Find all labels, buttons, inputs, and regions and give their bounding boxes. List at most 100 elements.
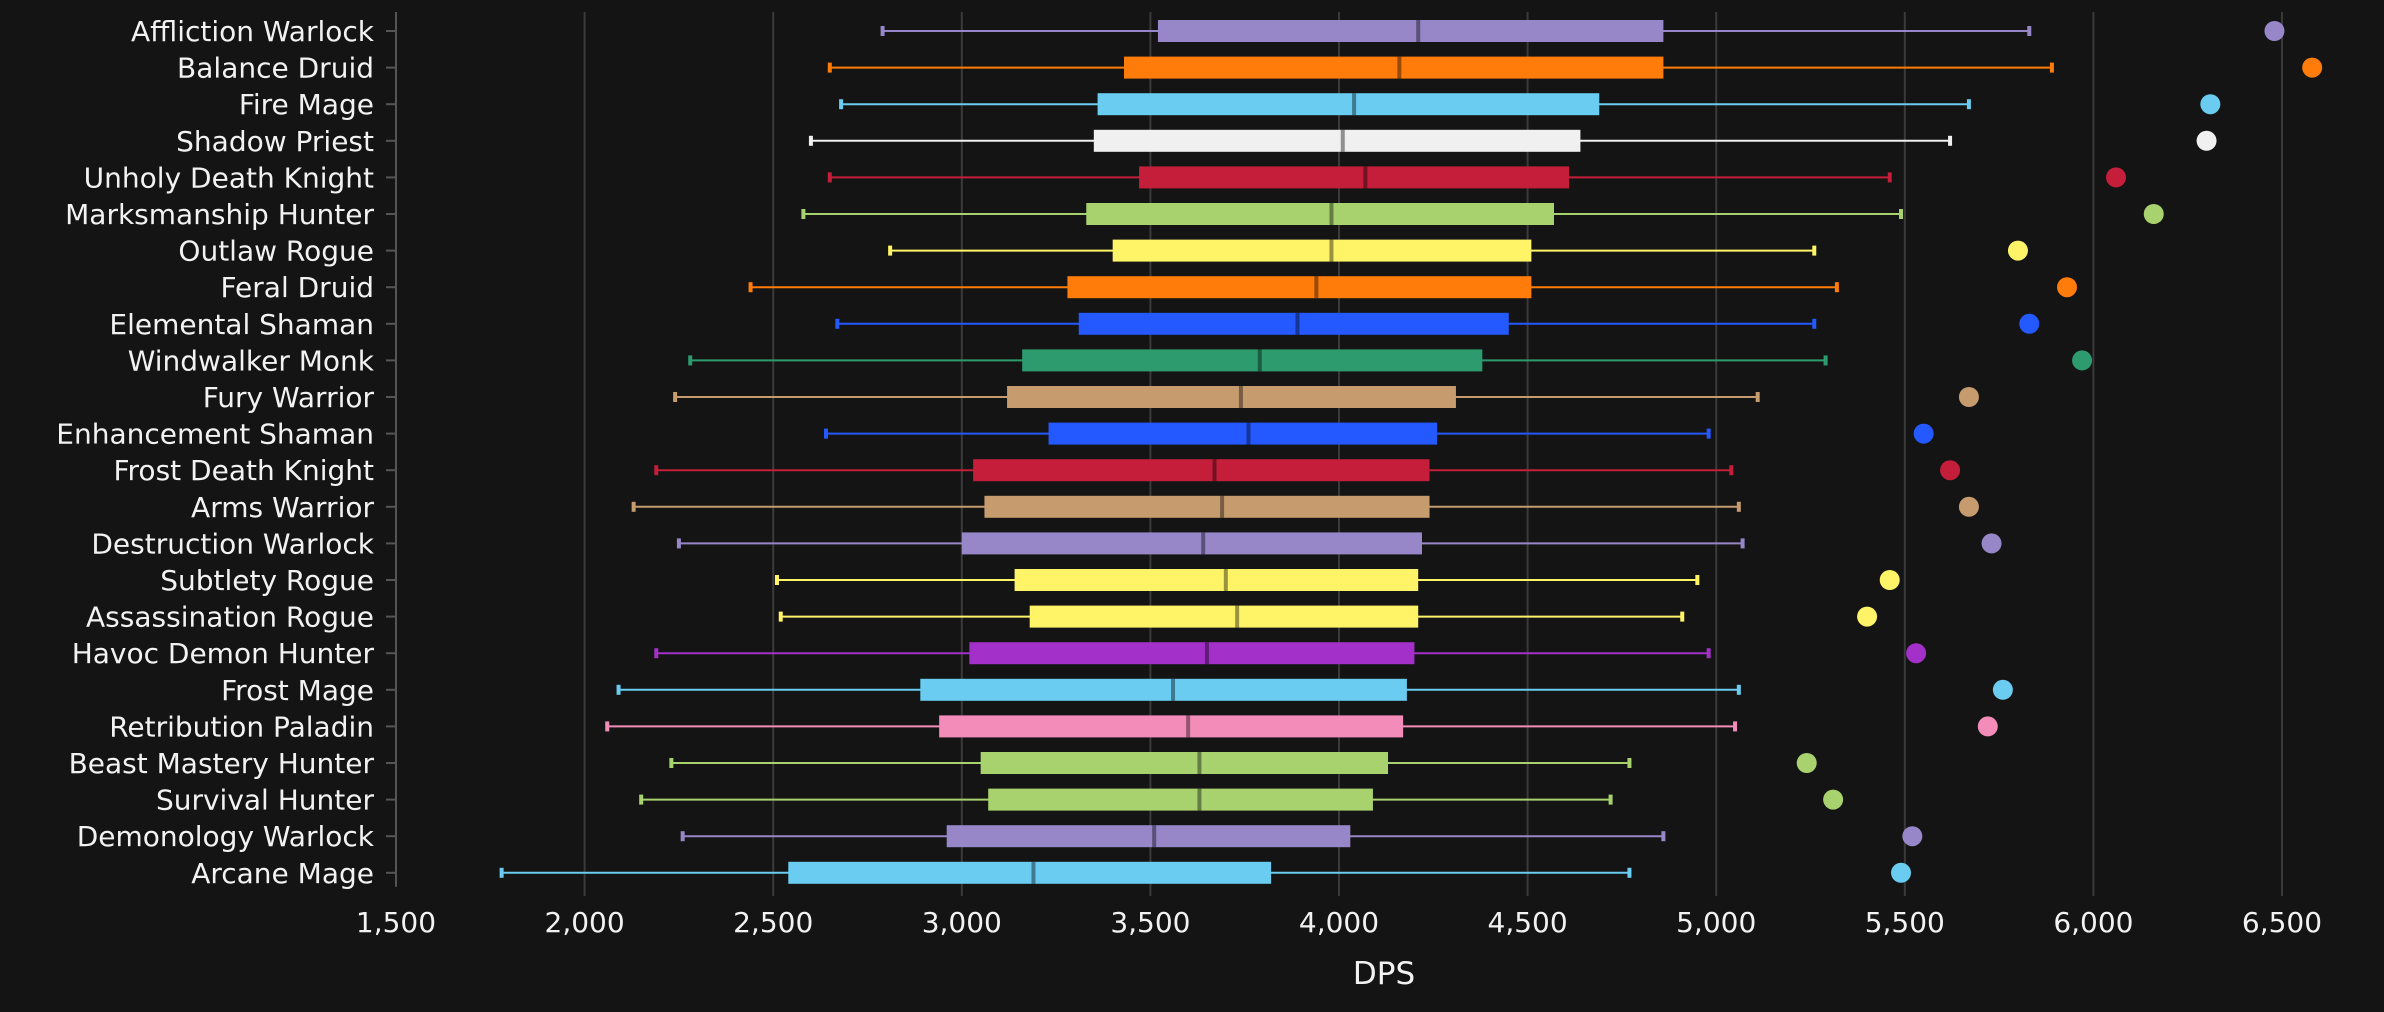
box-iqr [1007, 386, 1456, 408]
category-label: Fire Mage [239, 88, 374, 121]
box-iqr [1078, 312, 1509, 335]
x-tick-label: 5,000 [1676, 906, 1756, 939]
box-group [835, 312, 1817, 335]
outlier-point [2302, 57, 2323, 78]
box-iqr [1086, 203, 1555, 225]
grid-lines [583, 12, 2283, 896]
box-group [639, 788, 1613, 811]
box-group [605, 715, 1738, 738]
box-group [880, 20, 2032, 42]
box-series [499, 20, 2054, 884]
outlier-point [1913, 423, 1934, 444]
outlier-point [1902, 826, 1923, 847]
category-label: Havoc Demon Hunter [72, 637, 375, 670]
box-group [631, 495, 1741, 518]
box-iqr [1014, 569, 1419, 591]
box-group [680, 825, 1666, 848]
x-tick-label: 5,500 [1865, 906, 1945, 939]
outlier-point [1977, 716, 1998, 737]
box-iqr [1029, 605, 1419, 628]
category-label: Unholy Death Knight [84, 161, 374, 194]
category-label: Beast Mastery Hunter [69, 747, 375, 780]
box-iqr [946, 825, 1351, 848]
category-label: Elemental Shaman [109, 308, 374, 341]
outlier-point [1857, 606, 1878, 627]
x-tick-label: 6,000 [2053, 906, 2133, 939]
box-group [676, 532, 1745, 555]
category-label: Feral Druid [220, 271, 374, 304]
x-tick-label: 6,500 [2242, 906, 2322, 939]
box-iqr [920, 678, 1407, 701]
x-tick-label: 3,500 [1110, 906, 1190, 939]
box-group [748, 276, 1839, 299]
box-iqr [1022, 349, 1483, 372]
box-iqr [1048, 422, 1438, 445]
category-label: Affliction Warlock [131, 15, 375, 48]
box-group [824, 422, 1711, 445]
outlier-point [1879, 570, 1900, 590]
category-label: Destruction Warlock [91, 527, 374, 560]
x-tick-label: 1,500 [356, 906, 436, 939]
box-group [654, 459, 1734, 482]
outlier-point [1796, 753, 1817, 773]
box-group [839, 93, 1971, 116]
category-label: Windwalker Monk [128, 344, 375, 377]
outlier-point [1891, 862, 1912, 883]
box-iqr [1139, 166, 1570, 189]
x-axis-tick-labels: 1,500 2,000 2,500 3,000 3,500 4,000 4,500 5,000… [356, 906, 2322, 939]
box-iqr [969, 642, 1415, 665]
box-group [499, 861, 1632, 884]
box-iqr [973, 459, 1430, 482]
outlier-point [2143, 204, 2164, 224]
category-label: Retribution Paladin [109, 710, 374, 743]
x-tick-label: 2,000 [545, 906, 625, 939]
x-tick-label: 3,000 [922, 906, 1002, 939]
box-group [827, 166, 1892, 189]
box-group [778, 605, 1685, 628]
outlier-point [2264, 21, 2285, 41]
outlier-point [1958, 496, 1979, 517]
box-iqr [939, 715, 1404, 738]
category-label: Balance Druid [177, 52, 374, 85]
box-iqr [1067, 276, 1532, 299]
category-label: Outlaw Rogue [178, 235, 374, 268]
category-label: Shadow Priest [176, 125, 374, 158]
box-iqr [1123, 56, 1664, 79]
category-label: Arcane Mage [191, 857, 374, 890]
category-label: Enhancement Shaman [56, 418, 374, 451]
box-group [827, 56, 2054, 79]
y-axis-ticks [386, 30, 396, 874]
box-group [616, 678, 1741, 701]
category-label: Arms Warrior [191, 491, 374, 524]
box-iqr [1093, 129, 1581, 152]
box-group [673, 386, 1760, 408]
x-tick-label: 2,500 [733, 906, 813, 939]
category-label: Frost Mage [221, 674, 374, 707]
box-group [774, 569, 1700, 591]
box-group [808, 129, 1953, 152]
category-label: Marksmanship Hunter [65, 198, 374, 231]
category-label: Fury Warrior [203, 381, 375, 414]
category-label: Survival Hunter [156, 784, 375, 817]
x-axis-title: DPS [1353, 956, 1415, 992]
outlier-point [2106, 167, 2127, 188]
outlier-point [2196, 130, 2217, 151]
x-tick-label: 4,000 [1299, 906, 1379, 939]
outlier-point [2200, 94, 2221, 115]
category-label: Assassination Rogue [86, 601, 374, 634]
outlier-point [1940, 460, 1961, 481]
outlier-point [1992, 679, 2013, 700]
box-group [888, 239, 1817, 262]
box-iqr [961, 532, 1422, 555]
outlier-point [1958, 387, 1979, 407]
category-label: Subtlety Rogue [160, 564, 374, 597]
outlier-points [1796, 21, 2323, 883]
outlier-point [2072, 350, 2093, 371]
box-group [801, 203, 1904, 225]
category-label: Demonology Warlock [77, 820, 375, 853]
box-iqr [1157, 20, 1664, 42]
box-iqr [980, 752, 1389, 774]
outlier-point [1981, 533, 2002, 554]
